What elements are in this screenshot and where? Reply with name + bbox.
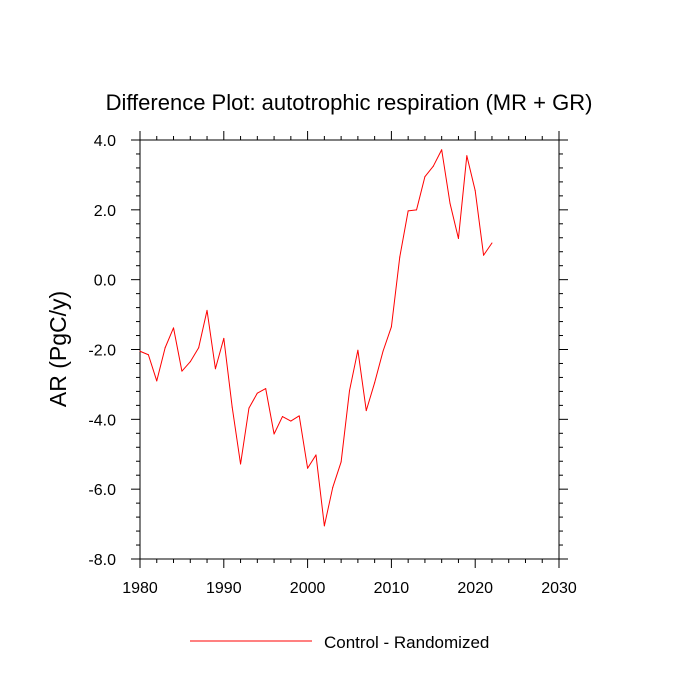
x-tick-label: 2020 — [457, 580, 493, 597]
x-tick-label: 2000 — [290, 580, 326, 597]
data-point — [441, 149, 443, 151]
data-point — [449, 203, 451, 205]
data-point — [281, 416, 283, 418]
data-point — [181, 370, 183, 372]
y-tick-label: 2.0 — [94, 203, 116, 220]
data-point — [290, 420, 292, 422]
data-point — [231, 406, 233, 408]
data-point — [474, 190, 476, 192]
y-tick-label: -6.0 — [88, 482, 116, 499]
x-tick-label: 2010 — [374, 580, 410, 597]
data-point — [315, 454, 317, 456]
data-point — [298, 415, 300, 417]
x-tick-label: 1980 — [122, 580, 158, 597]
x-tick-label: 2030 — [541, 580, 577, 597]
legend-label: Control - Randomized — [324, 633, 489, 652]
data-point — [457, 237, 459, 239]
data-point — [374, 382, 376, 384]
data-point — [156, 380, 158, 382]
data-point — [240, 463, 242, 465]
data-point — [349, 390, 350, 392]
data-point — [365, 410, 367, 412]
data-point — [332, 486, 334, 488]
plot-frame — [139, 139, 560, 560]
data-point — [390, 326, 392, 328]
y-tick-label: 4.0 — [94, 133, 116, 150]
data-point — [198, 347, 200, 349]
data-point — [273, 433, 275, 435]
data-point — [139, 350, 141, 352]
data-point — [399, 256, 401, 258]
data-point — [248, 407, 250, 409]
data-point — [214, 368, 216, 370]
data-point — [256, 392, 258, 394]
data-point — [164, 347, 166, 349]
data-point — [491, 242, 493, 244]
data-point — [147, 354, 149, 356]
series-line — [139, 149, 493, 527]
data-point — [466, 155, 468, 157]
data-point — [357, 349, 359, 351]
data-point — [483, 254, 485, 256]
data-point — [407, 210, 409, 212]
series-layer — [139, 149, 493, 527]
legend: Control - Randomized — [190, 633, 489, 652]
y-tick-label: -2.0 — [88, 343, 116, 360]
chart-title: Difference Plot: autotrophic respiration… — [106, 90, 593, 115]
data-point — [307, 467, 309, 469]
data-point — [424, 176, 426, 178]
data-point — [265, 388, 267, 390]
y-axis-label: AR (PgC/y) — [45, 291, 71, 407]
y-tick-label: -4.0 — [88, 412, 116, 429]
data-point — [432, 165, 434, 167]
x-tick-label: 1990 — [206, 580, 242, 597]
data-point — [340, 461, 342, 463]
data-point — [323, 525, 325, 527]
data-point — [223, 337, 225, 339]
y-tick-label: 0.0 — [94, 273, 116, 290]
data-point — [382, 350, 384, 352]
y-tick-label: -8.0 — [88, 552, 116, 569]
data-point — [206, 309, 208, 311]
data-point — [416, 209, 418, 211]
data-point — [189, 361, 191, 363]
data-point — [173, 327, 175, 329]
axes: 1980 1990 2000 2010 2020 2030 -8.0 -6.0 -4.0 -2.0… — [88, 131, 577, 597]
